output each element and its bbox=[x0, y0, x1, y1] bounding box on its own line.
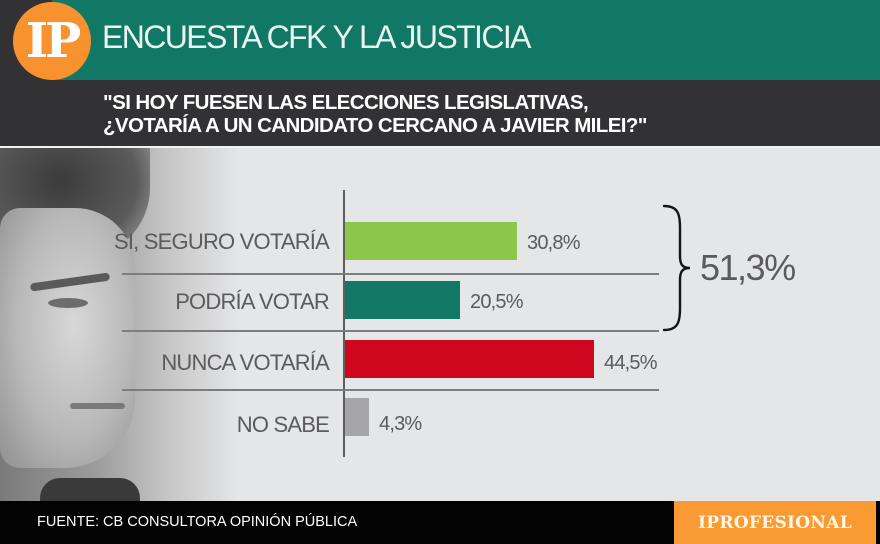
question-line-1: "SI HOY FUESEN LAS ELECCIONES LEGISLATIV… bbox=[103, 91, 589, 114]
category-label: NO SABE bbox=[236, 412, 330, 437]
page-title: ENCUESTA CFK Y LA JUSTICIA bbox=[102, 19, 531, 55]
chart-axis bbox=[343, 190, 345, 457]
portrait-lips bbox=[70, 403, 125, 409]
brand-logo: IPROFESIONAL bbox=[674, 501, 876, 544]
title-band bbox=[52, 0, 880, 80]
portrait-eye bbox=[48, 298, 88, 308]
portrait-face bbox=[0, 208, 135, 468]
brand-text: IPROFESIONAL bbox=[697, 512, 853, 533]
gridline bbox=[122, 330, 659, 332]
value-label: 4,3% bbox=[379, 413, 422, 435]
bar-nunca-votaria bbox=[345, 340, 594, 378]
portrait-photo bbox=[0, 148, 240, 508]
value-label: 30,8% bbox=[527, 232, 581, 254]
source-text: FUENTE: CB CONSULTORA OPINIÓN PÚBLICA bbox=[37, 514, 358, 530]
bar-podria-votar bbox=[345, 281, 460, 319]
gridline bbox=[122, 389, 659, 391]
bar-no-sabe bbox=[345, 398, 369, 436]
question-band bbox=[0, 80, 880, 146]
category-label: PODRÍA VOTAR bbox=[175, 289, 330, 314]
bar-seguro-votaria bbox=[345, 222, 517, 260]
survey-question: "SI HOY FUESEN LAS ELECCIONES LEGISLATIV… bbox=[103, 91, 648, 137]
gridline bbox=[122, 273, 659, 275]
value-label: 44,5% bbox=[604, 352, 658, 374]
combined-total: 51,3% bbox=[700, 247, 796, 288]
ip-logo: IP bbox=[13, 2, 91, 80]
category-label: NUNCA VOTARÍA bbox=[161, 350, 329, 375]
logo-text: IP bbox=[25, 13, 82, 69]
category-label: SI, SEGURO VOTARÍA bbox=[113, 229, 330, 254]
value-label: 20,5% bbox=[470, 291, 524, 313]
curly-brace-icon bbox=[662, 204, 691, 332]
question-line-2: ¿VOTARÍA A UN CANDIDATO CERCANO A JAVIER… bbox=[103, 114, 648, 137]
divider bbox=[0, 146, 880, 148]
